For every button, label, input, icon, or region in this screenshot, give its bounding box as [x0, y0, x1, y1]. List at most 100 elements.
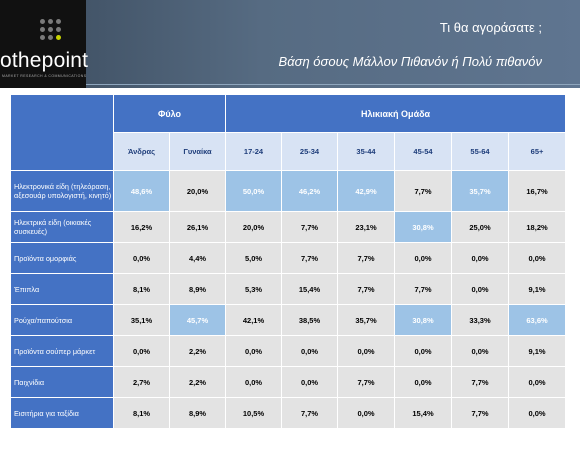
row-label: Ρούχα/παπούτσια [10, 304, 114, 336]
table-cell: 25,0% [451, 211, 509, 243]
table-cell: 0,0% [394, 242, 452, 274]
group-gender-header: Φύλο [113, 94, 226, 133]
table-cell: 7,7% [337, 242, 395, 274]
table-cell: 30,8% [394, 211, 452, 243]
column-header: Γυναίκα [169, 132, 226, 171]
table-cell: 7,7% [337, 273, 395, 305]
table-cell: 5,3% [225, 273, 282, 305]
table-cell: 0,0% [451, 242, 509, 274]
row-label: Έπιπλα [10, 273, 114, 305]
row-label: Εισιτήρια για ταξίδια [10, 397, 114, 429]
table-cell: 8,9% [169, 397, 226, 429]
table-cell: 15,4% [394, 397, 452, 429]
table-cell: 8,1% [113, 273, 170, 305]
row-label: Παιχνίδια [10, 366, 114, 398]
table-row: Εισιτήρια για ταξίδια 8,1% 8,9% 10,5% 7,7% 0,… [10, 397, 567, 429]
results-table: Φύλο Ηλικιακή Ομάδα Άνδρας Γυναίκα 17-24 25… [10, 94, 567, 429]
table-cell: 0,0% [451, 273, 509, 305]
table-row: Προϊόντα σούπερ μάρκετ 0,0% 2,2% 0,0% 0,0% 0,… [10, 335, 567, 367]
table-row: Παιχνίδια 2,7% 2,2% 0,0% 0,0% 7,7% 0,0% 7,7% 0,0… [10, 366, 567, 398]
table-cell: 5,0% [225, 242, 282, 274]
table-cell: 2,2% [169, 366, 226, 398]
table-cell: 42,1% [225, 304, 282, 336]
table-cell: 4,4% [169, 242, 226, 274]
table-cell: 35,1% [113, 304, 170, 336]
table-cell: 9,1% [507, 273, 567, 305]
table-cell: 18,2% [507, 211, 567, 243]
table-cell: 46,2% [281, 170, 338, 212]
table-cell: 63,6% [507, 304, 567, 336]
table-cell: 0,0% [451, 335, 509, 367]
table-cell: 7,7% [281, 242, 338, 274]
table-cell: 35,7% [337, 304, 395, 336]
table-cell: 0,0% [281, 335, 338, 367]
table-cell: 7,7% [451, 397, 509, 429]
table-cell: 0,0% [225, 366, 282, 398]
table-cell: 9,1% [507, 335, 567, 367]
table-cell: 0,0% [394, 335, 452, 367]
table-cell: 0,0% [113, 335, 170, 367]
table-cell: 30,8% [394, 304, 452, 336]
table-cell: 26,1% [169, 211, 226, 243]
column-header: 55-64 [451, 132, 509, 171]
table-cell: 0,0% [507, 397, 567, 429]
table-cell: 2,2% [169, 335, 226, 367]
row-label: Προϊόντα σούπερ μάρκετ [10, 335, 114, 367]
table-cell: 0,0% [113, 242, 170, 274]
header-divider [86, 84, 580, 85]
table-cell: 16,2% [113, 211, 170, 243]
page-title: Τι θα αγοράσατε ; [439, 20, 542, 35]
table-cell: 42,9% [337, 170, 395, 212]
table-row: Έπιπλα 8,1% 8,9% 5,3% 15,4% 7,7% 7,7% 0,0% 9,1% [10, 273, 567, 305]
table-cell: 0,0% [394, 366, 452, 398]
table-cell: 0,0% [337, 335, 395, 367]
table-cell: 8,1% [113, 397, 170, 429]
table-cell: 0,0% [337, 397, 395, 429]
table-cell: 35,7% [451, 170, 509, 212]
column-header: Άνδρας [113, 132, 170, 171]
table-cell: 20,0% [225, 211, 282, 243]
table-cell: 0,0% [507, 242, 567, 274]
table-row: Ρούχα/παπούτσια 35,1% 45,7% 42,1% 38,5% 35,7%… [10, 304, 567, 336]
group-age-header: Ηλικιακή Ομάδα [224, 94, 567, 133]
table-row: Ηλεκτρονικά είδη (τηλεόραση, αξεσουάρ υπ… [10, 170, 567, 212]
column-header: 25-34 [281, 132, 338, 171]
table-cell: 7,7% [281, 397, 338, 429]
logo: othepoint MARKET RESEARCH & COMMUNICATIO… [0, 0, 89, 88]
column-header: 45-54 [394, 132, 452, 171]
table-cell: 23,1% [337, 211, 395, 243]
column-header: 17-24 [225, 132, 282, 171]
table-cell: 0,0% [281, 366, 338, 398]
table-row: Προϊόντα ομορφιάς 0,0% 4,4% 5,0% 7,7% 7,7% 0,0… [10, 242, 567, 274]
table-cell: 15,4% [281, 273, 338, 305]
table-cell: 0,0% [225, 335, 282, 367]
table-cell: 7,7% [394, 273, 452, 305]
row-label: Ηλεκτρονικά είδη (τηλεόραση, αξεσουάρ υπ… [10, 170, 114, 212]
logo-text: othepoint [0, 49, 89, 72]
table-cell: 10,5% [225, 397, 282, 429]
table-cell: 16,7% [507, 170, 567, 212]
table-cell: 7,7% [451, 366, 509, 398]
table-cell: 0,0% [507, 366, 567, 398]
header-banner: othepoint MARKET RESEARCH & COMMUNICATIO… [0, 0, 580, 88]
table-cell: 7,7% [337, 366, 395, 398]
table-cell: 33,3% [451, 304, 509, 336]
table-cell: 7,7% [394, 170, 452, 212]
table-cell: 45,7% [169, 304, 226, 336]
table-cell: 50,0% [225, 170, 282, 212]
table-cell: 38,5% [281, 304, 338, 336]
table-row: Ηλεκτρικά είδη (οικιακές συσκευές) 16,2% 2… [10, 211, 567, 243]
table-cell: 7,7% [281, 211, 338, 243]
row-label: Προϊόντα ομορφιάς [10, 242, 114, 274]
table-cell: 20,0% [169, 170, 226, 212]
row-label: Ηλεκτρικά είδη (οικιακές συσκευές) [10, 211, 114, 243]
column-header: 65+ [507, 132, 567, 171]
table-cell: 48,6% [113, 170, 170, 212]
table-corner [10, 94, 114, 171]
logo-dots-icon [40, 19, 70, 49]
table-cell: 8,9% [169, 273, 226, 305]
column-header: 35-44 [337, 132, 395, 171]
page-subtitle: Βάση όσους Μάλλον Πιθανόν ή Πολύ πιθανόν [278, 54, 542, 69]
table-cell: 2,7% [113, 366, 170, 398]
logo-tagline: MARKET RESEARCH & COMMUNICATIONS [2, 74, 87, 78]
